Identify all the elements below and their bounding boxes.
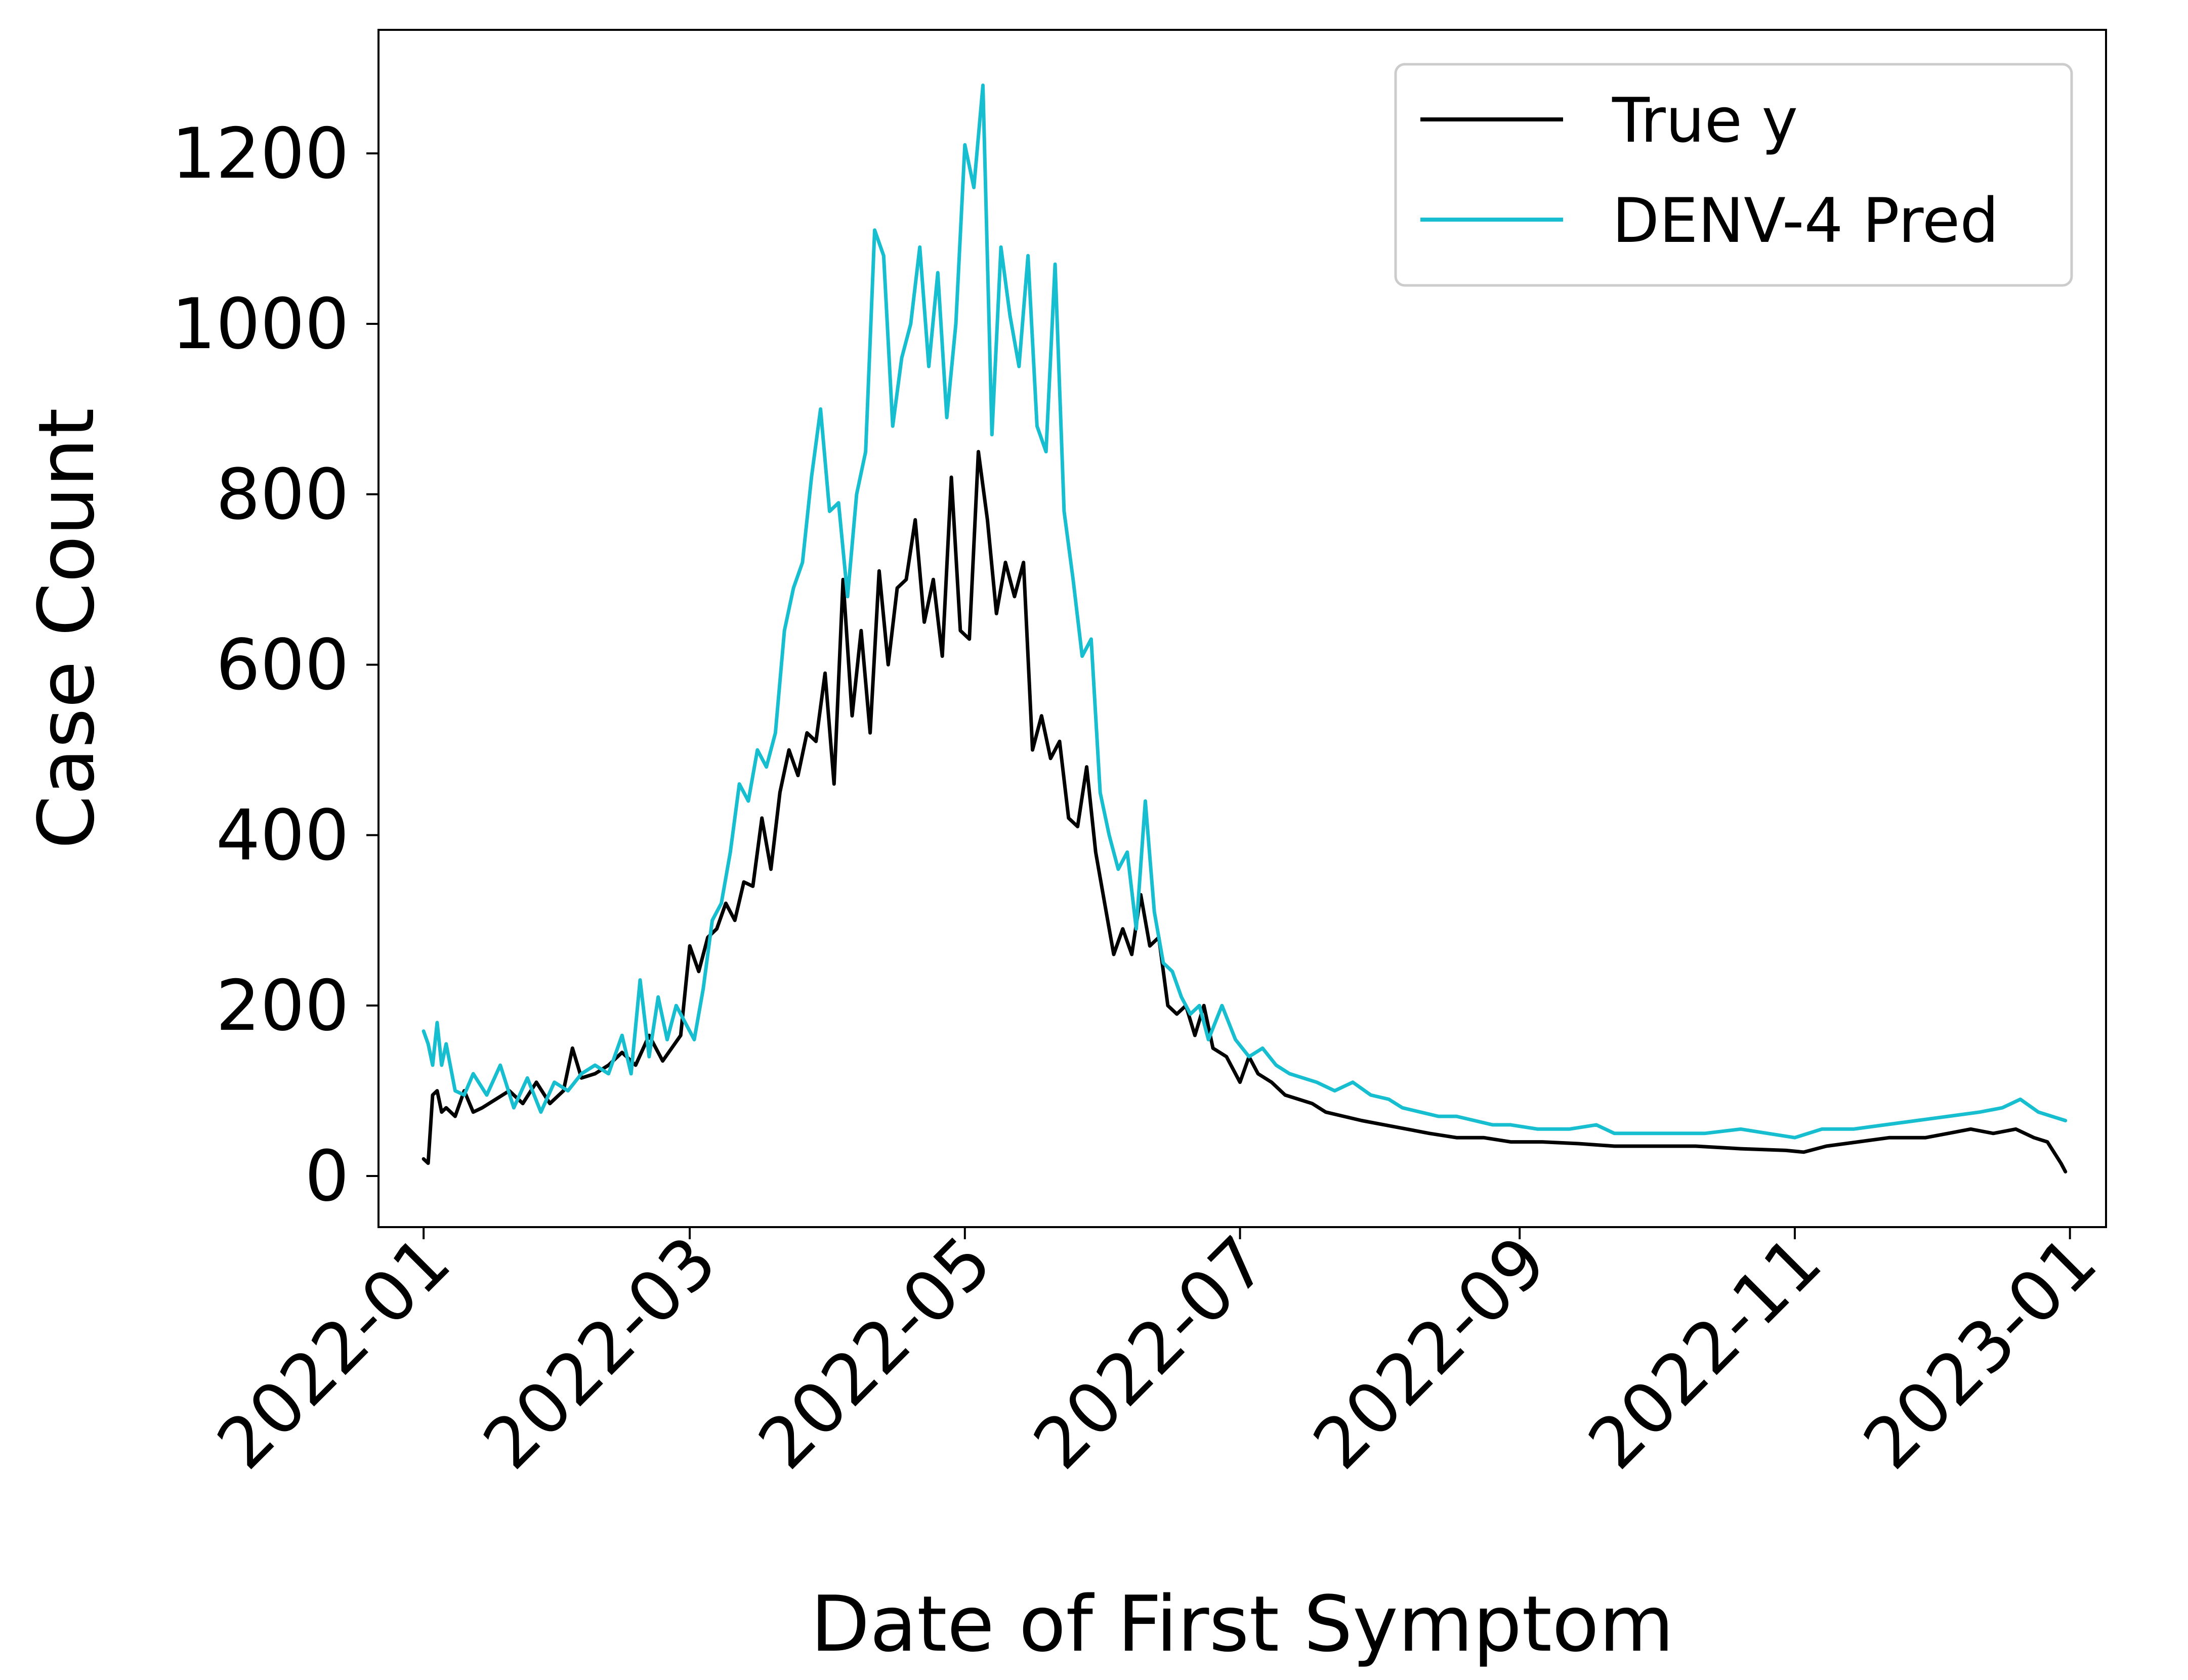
series-line-true-y [422,450,2068,1173]
series-layer [422,83,2068,1173]
legend-label-denv4-pred: DENV-4 Pred [1612,185,1999,257]
y-tick-label: 600 [216,624,349,706]
y-tick-label: 1000 [172,283,349,365]
legend-label-true-y: True y [1612,85,1798,156]
y-tick-label: 400 [216,794,349,876]
x-axis-title: Date of First Symptom [811,1579,1674,1669]
y-tick-label: 1200 [172,113,349,194]
y-tick-label: 0 [305,1136,349,1217]
legend: True y DENV-4 Pred [1394,63,2073,287]
y-tick-label: 800 [216,454,349,535]
y-axis-title: Case Count [22,408,111,849]
y-tick-label: 200 [216,965,349,1046]
y-axis: 0 200 400 600 800 1000 1200 [172,113,378,1217]
plot-frame [377,29,2107,1228]
legend-box [1394,63,2073,287]
series-line-denv-4-pred [422,83,2068,1140]
